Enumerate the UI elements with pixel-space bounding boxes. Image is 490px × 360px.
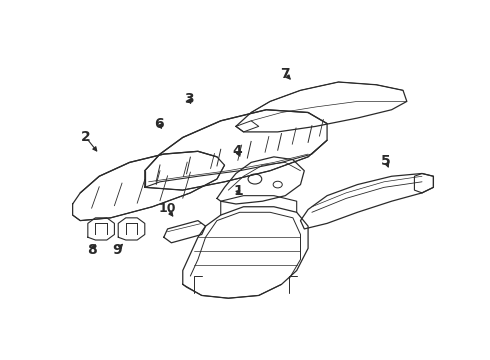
Text: 4: 4 xyxy=(233,144,243,158)
Text: 5: 5 xyxy=(381,154,391,168)
Text: 10: 10 xyxy=(158,202,175,215)
Text: 1: 1 xyxy=(233,184,243,198)
Text: 2: 2 xyxy=(81,130,91,144)
Text: 7: 7 xyxy=(280,67,290,81)
Text: 6: 6 xyxy=(154,117,164,131)
Text: 8: 8 xyxy=(88,243,97,257)
Text: 3: 3 xyxy=(184,92,193,105)
Text: 9: 9 xyxy=(113,243,122,257)
